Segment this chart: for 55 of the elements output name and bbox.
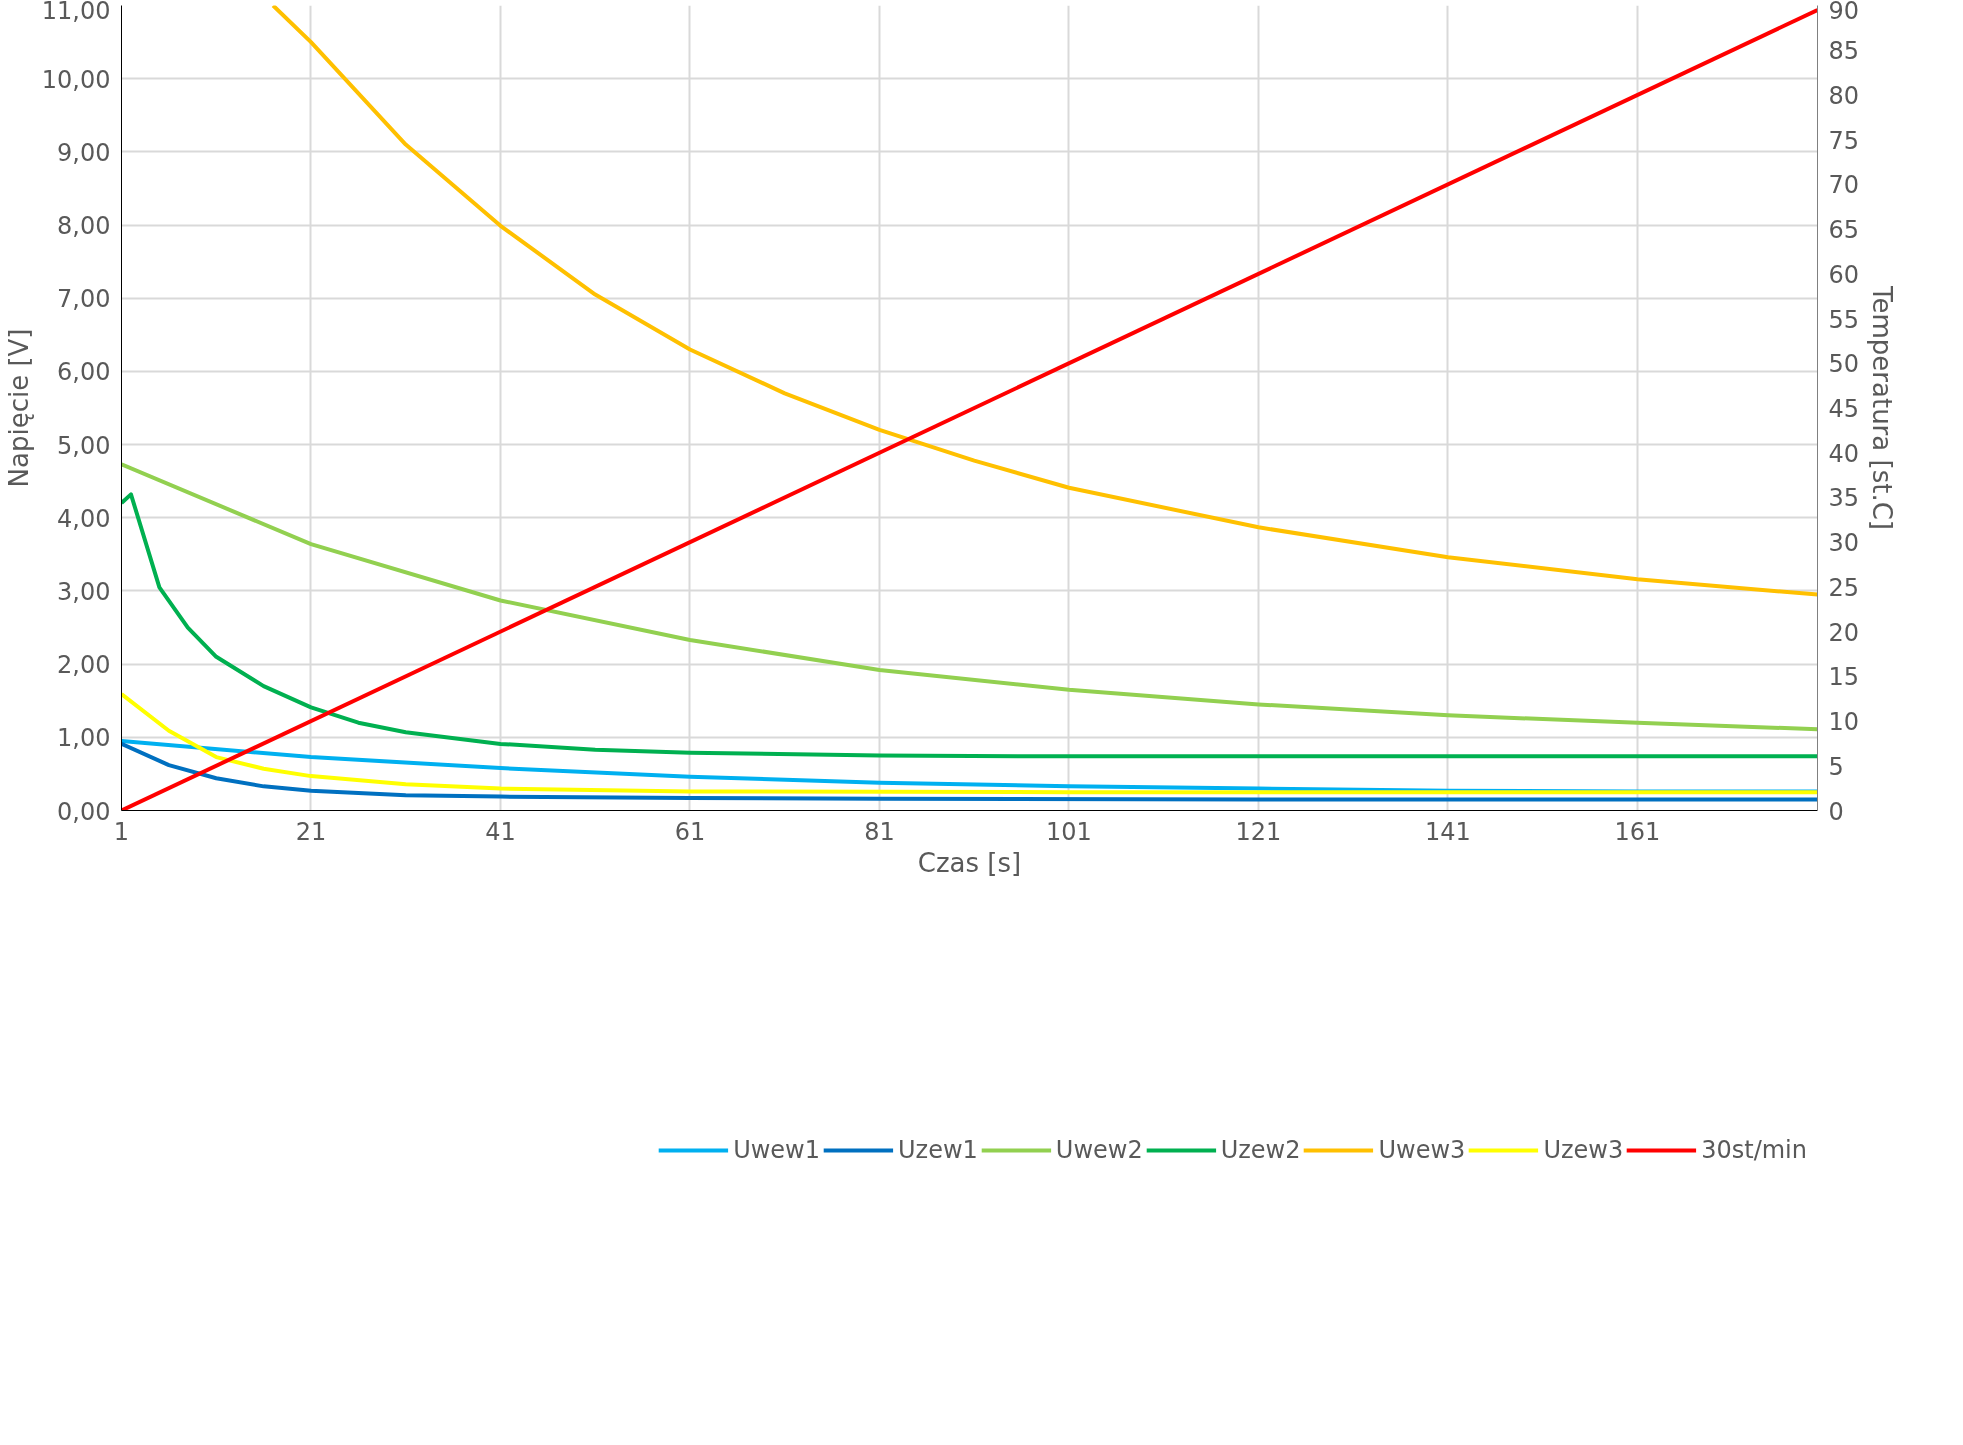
x-tick-label: 41 [485,817,516,846]
x-tick-label: 101 [1046,817,1092,846]
y2-tick-label: 45 [1828,395,1860,423]
y2-tick-label: 60 [1828,260,1860,289]
y2-tick-label: 85 [1828,37,1860,66]
x-tick-label: 141 [1425,817,1471,846]
y2-tick-label: 70 [1828,171,1860,200]
x-tick-label: 21 [295,817,327,846]
y2-tick-label: 55 [1828,305,1860,334]
legend-label: Uwew2 [1055,1136,1143,1164]
y-tick-label: 9,00 [57,138,111,167]
y-axis-title: Napięcie [V] [3,328,34,488]
line-series [121,462,1818,732]
y-tick-label: 7,00 [57,285,111,314]
x-tick-label: 121 [1235,817,1282,846]
legend-label: Uzew1 [898,1136,978,1164]
y-tick-label: 10,00 [41,65,111,94]
legend-label: Uzew3 [1543,1136,1624,1164]
x-tick-label: 161 [1614,817,1661,846]
legend-label: 30st/min [1701,1136,1807,1164]
y-tick-label: 4,00 [57,504,111,533]
y2-tick-label: 65 [1828,216,1860,245]
y-tick-label: 0,00 [57,797,111,826]
y2-tick-label: 75 [1828,126,1860,155]
y2-tick-label: 35 [1828,484,1860,513]
y-tick-label: 8,00 [57,212,111,241]
y2-tick-label: 5 [1828,752,1844,781]
y2-tick-label: 15 [1828,663,1860,692]
line-series [121,741,1818,802]
y2-tick-label: 40 [1828,439,1860,468]
legend-label: Uzew2 [1220,1136,1301,1164]
y2-axis-title: Temperatura [st.C] [1867,285,1898,530]
y2-tick-label: 0 [1828,797,1844,826]
y-tick-label: 5,00 [57,431,111,460]
y2-tick-label: 50 [1828,350,1860,379]
y2-tick-label: 90 [1828,0,1860,25]
x-tick-label: 81 [864,817,895,846]
y-tick-label: 3,00 [57,577,111,606]
legend-label: Uwew3 [1378,1136,1466,1164]
y-tick-label: 6,00 [57,358,111,387]
line-series [121,492,1818,759]
y-tick-label: 2,00 [57,651,111,680]
x-axis-title: Czas [s] [917,847,1022,878]
y-tick-label: 1,00 [57,724,111,753]
y-tick-label: 11,00 [41,0,111,25]
y2-tick-label: 20 [1828,618,1860,647]
x-tick-label: 61 [674,817,706,846]
line-series [121,692,1818,795]
legend-label: Uwew1 [733,1136,820,1164]
y2-tick-label: 10 [1828,708,1860,737]
y2-tick-label: 25 [1828,573,1860,602]
x-tick-label: 1 [113,817,130,846]
y2-tick-label: 80 [1828,81,1860,110]
line-series [271,5,1818,597]
y2-tick-label: 30 [1828,529,1860,558]
